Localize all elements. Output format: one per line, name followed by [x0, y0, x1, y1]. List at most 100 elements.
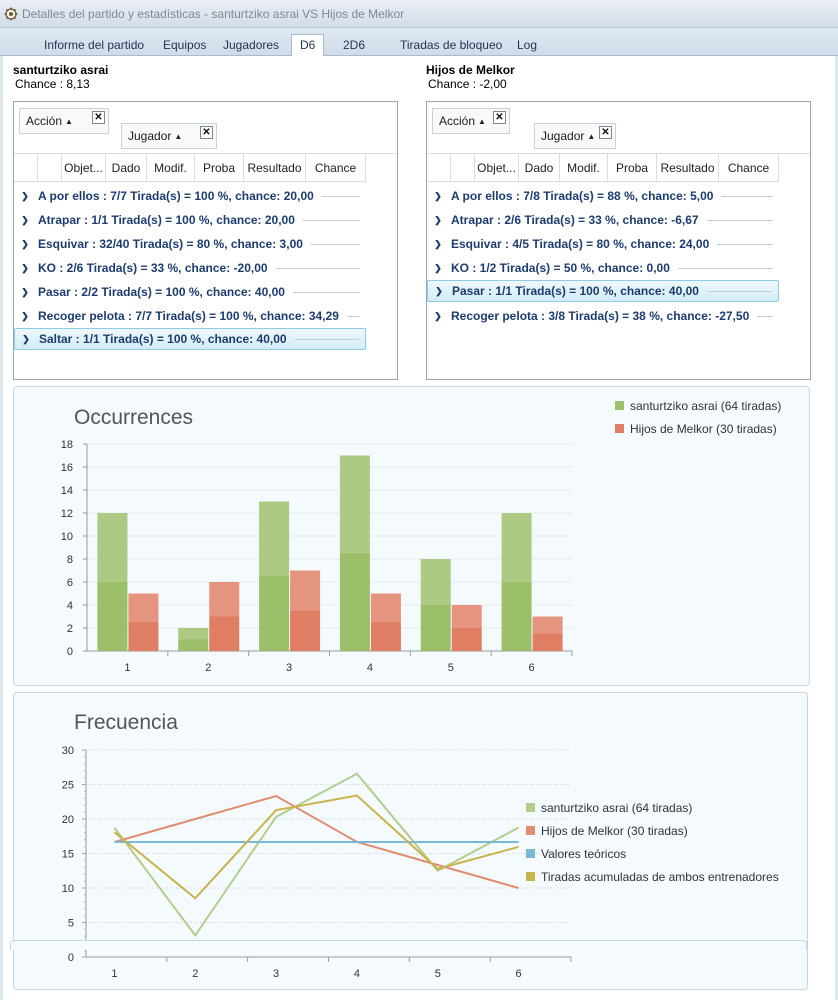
chevron-down-icon[interactable]: ❯ — [434, 238, 442, 249]
chevron-down-icon[interactable]: ❯ — [21, 310, 29, 321]
chevron-down-icon[interactable]: ❯ — [435, 285, 443, 296]
group-by-area[interactable]: Acción ▲ ✕ Jugador ▲ ✕ — [427, 102, 810, 154]
tab-2d6[interactable]: 2D6 — [343, 38, 366, 52]
group-row-ko[interactable]: ❯ KO : 2/6 Tirada(s) = 33 %, chance: -20,… — [18, 257, 366, 279]
column-header-proba[interactable]: Proba — [608, 154, 657, 182]
chevron-down-icon[interactable]: ❯ — [21, 214, 29, 225]
legend-swatch — [526, 826, 535, 835]
team-chance-home: Chance : 8,13 — [15, 77, 90, 91]
close-icon[interactable]: ✕ — [599, 126, 612, 139]
bar-hijos-de-melkor-6 — [532, 616, 563, 651]
column-header-dado[interactable]: Dado — [106, 154, 147, 182]
x-tick-label: 6 — [516, 968, 522, 980]
y-tick-label: 25 — [62, 780, 74, 792]
group-chip-label: Acción — [26, 114, 63, 128]
chevron-down-icon[interactable]: ❯ — [434, 190, 442, 201]
group-row-recoger-pelota[interactable]: ❯ Recoger pelota : 7/7 Tirada(s) = 100 %,… — [18, 305, 366, 327]
column-header-objetivo[interactable]: Objet... — [62, 154, 106, 182]
frecuencia-chart-panel: Frecuencia 0 5 10 15 20 25 30 1 2 3 4 5 6 santurtziko … — [13, 692, 808, 990]
chevron-down-icon[interactable]: ❯ — [21, 262, 29, 273]
column-header-chance[interactable]: Chance — [719, 154, 779, 182]
y-tick-label: 14 — [61, 485, 73, 497]
group-row-recoger-pelota[interactable]: ❯ Recoger pelota : 3/8 Tirada(s) = 38 %, … — [431, 305, 779, 327]
tab-jugadores[interactable]: Jugadores — [223, 38, 280, 52]
column-header-indent[interactable] — [427, 154, 451, 182]
close-icon[interactable]: ✕ — [493, 111, 506, 124]
group-row-a-por-ellos[interactable]: ❯ A por ellos : 7/7 Tirada(s) = 100 %, ch… — [18, 185, 366, 207]
group-row-atrapar[interactable]: ❯ Atrapar : 2/6 Tirada(s) = 33 %, chance:… — [431, 209, 779, 231]
column-header-chance[interactable]: Chance — [306, 154, 366, 182]
tab-d6[interactable]: D6 — [291, 34, 325, 57]
chevron-down-icon[interactable]: ❯ — [21, 238, 29, 249]
row-separator — [706, 219, 773, 221]
column-header-modif[interactable]: Modif. — [147, 154, 195, 182]
column-header-indent[interactable] — [38, 154, 62, 182]
close-icon[interactable]: ✕ — [92, 111, 105, 124]
y-tick-label: 15 — [62, 849, 74, 861]
bar-highlight — [501, 513, 532, 582]
row-separator — [721, 195, 773, 197]
group-row-esquivar[interactable]: ❯ Esquivar : 32/40 Tirada(s) = 80 %, chan… — [18, 233, 366, 255]
column-header-indent[interactable] — [14, 154, 38, 182]
tab-tiradas-de-bloqueo[interactable]: Tiradas de bloqueo — [400, 38, 503, 52]
tab-log[interactable]: Log — [517, 38, 538, 52]
column-header-proba[interactable]: Proba — [195, 154, 244, 182]
bar-hijos-de-melkor-1 — [128, 593, 159, 651]
group-row-pasar[interactable]: ❯ Pasar : 1/1 Tirada(s) = 100 %, chance: … — [427, 280, 779, 302]
column-header-resultado[interactable]: Resultado — [657, 154, 719, 182]
chevron-down-icon[interactable]: ❯ — [22, 333, 30, 344]
group-row-ko[interactable]: ❯ KO : 1/2 Tirada(s) = 50 %, chance: 0,00 — [431, 257, 779, 279]
bar-santurtziko-asrai-2 — [178, 628, 209, 651]
frecuencia-chart: Frecuencia 0 5 10 15 20 25 30 1 2 3 4 5 6 santurtziko … — [62, 711, 779, 980]
y-tick-label: 4 — [67, 600, 73, 612]
chevron-down-icon[interactable]: ❯ — [434, 310, 442, 321]
group-row-label: Atrapar : 1/1 Tirada(s) = 100 %, chance:… — [38, 213, 295, 227]
group-chip-accion[interactable]: Acción ▲ ✕ — [432, 108, 510, 134]
column-header-resultado[interactable]: Resultado — [244, 154, 306, 182]
group-row-pasar[interactable]: ❯ Pasar : 2/2 Tirada(s) = 100 %, chance: … — [18, 281, 366, 303]
y-tick-label: 8 — [67, 554, 73, 566]
y-tick-label: 6 — [67, 577, 73, 589]
group-row-atrapar[interactable]: ❯ Atrapar : 1/1 Tirada(s) = 100 %, chance… — [18, 209, 366, 231]
window-titlebar: Detalles del partido y estadísticas - sa… — [0, 0, 838, 28]
group-chip-jugador[interactable]: Jugador ▲ ✕ — [121, 123, 217, 149]
x-tick-label: 3 — [273, 968, 279, 980]
group-by-area[interactable]: Acción ▲ ✕ Jugador ▲ ✕ — [14, 102, 397, 154]
row-separator — [321, 195, 360, 197]
window-title: Detalles del partido y estadísticas - sa… — [22, 6, 405, 21]
group-row-a-por-ellos[interactable]: ❯ A por ellos : 7/8 Tirada(s) = 88 %, cha… — [431, 185, 779, 207]
column-header-modif[interactable]: Modif. — [560, 154, 608, 182]
bar-highlight — [339, 455, 370, 554]
column-header-indent[interactable] — [451, 154, 475, 182]
group-chip-accion[interactable]: Acción ▲ ✕ — [19, 108, 109, 134]
tab-equipos[interactable]: Equipos — [163, 38, 207, 52]
bar-hijos-de-melkor-5 — [451, 605, 482, 651]
x-tick-label: 5 — [448, 662, 454, 674]
close-icon[interactable]: ✕ — [200, 126, 213, 139]
y-tick-label: 12 — [61, 508, 73, 520]
actions-grid-away[interactable]: Acción ▲ ✕ Jugador ▲ ✕ Objet... Dado Mod… — [426, 101, 811, 380]
group-row-esquivar[interactable]: ❯ Esquivar : 4/5 Tirada(s) = 80 %, chance… — [431, 233, 779, 255]
y-tick-label: 30 — [62, 745, 74, 757]
group-row-saltar[interactable]: ❯ Saltar : 1/1 Tirada(s) = 100 %, chance:… — [14, 328, 366, 350]
team-chance-away: Chance : -2,00 — [428, 77, 507, 91]
y-tick-label: 10 — [62, 883, 74, 895]
tab-informe-del-partido[interactable]: Informe del partido — [44, 38, 145, 52]
bar-highlight — [370, 593, 401, 623]
series-line-santurtziko-asrai — [113, 772, 520, 938]
column-header-dado[interactable]: Dado — [519, 154, 560, 182]
team-name-away: Hijos de Melkor — [426, 63, 515, 77]
group-row-label: A por ellos : 7/7 Tirada(s) = 100 %, cha… — [38, 189, 314, 203]
group-row-label: Atrapar : 2/6 Tirada(s) = 33 %, chance: … — [451, 213, 699, 227]
actions-grid-home[interactable]: Acción ▲ ✕ Jugador ▲ ✕ Objet... Dado Mod… — [13, 101, 398, 380]
chevron-down-icon[interactable]: ❯ — [21, 190, 29, 201]
column-header-objetivo[interactable]: Objet... — [475, 154, 519, 182]
bar-highlight — [128, 593, 159, 623]
group-row-label: Recoger pelota : 3/8 Tirada(s) = 38 %, c… — [451, 309, 750, 323]
group-chip-jugador[interactable]: Jugador ▲ ✕ — [534, 123, 616, 149]
chevron-down-icon[interactable]: ❯ — [434, 214, 442, 225]
chevron-down-icon[interactable]: ❯ — [21, 286, 29, 297]
chevron-down-icon[interactable]: ❯ — [434, 262, 442, 273]
bar-santurtziko-asrai-6 — [501, 513, 532, 651]
row-separator — [302, 219, 360, 221]
